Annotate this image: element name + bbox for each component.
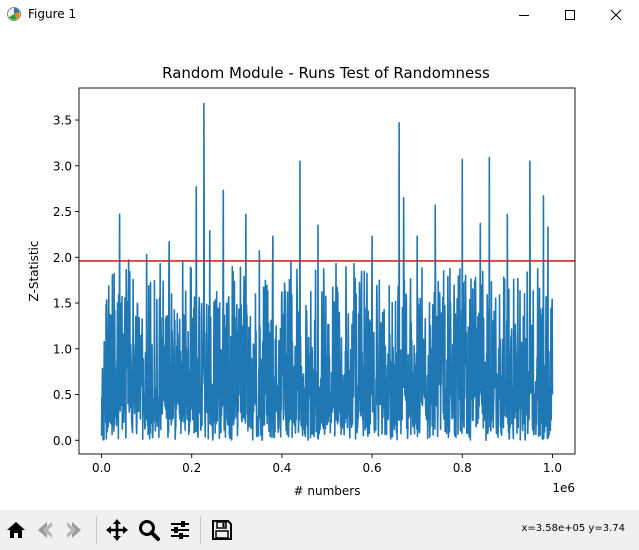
y-tick-label: 2.0 (53, 251, 72, 265)
y-tick-label: 1.5 (53, 297, 72, 311)
zoom-button[interactable] (136, 517, 162, 543)
chart-title: Random Module - Runs Test of Randomness (162, 64, 490, 82)
x-tick-label: 0.0 (92, 461, 111, 475)
x-tick-label: 0.2 (182, 461, 201, 475)
figure-app-icon (6, 6, 22, 22)
configure-subplots-button[interactable] (167, 517, 193, 543)
navigation-toolbar: x=3.58e+05 y=3.74 (0, 510, 639, 550)
figure-canvas[interactable]: Random Module - Runs Test of Randomness … (0, 30, 639, 510)
x-tick-label: 0.8 (453, 461, 472, 475)
maximize-icon (565, 10, 575, 20)
forward-icon (67, 522, 81, 538)
x-axis-ticks: 0.0 0.2 0.4 0.6 0.8 1.0 (92, 454, 562, 475)
save-button[interactable] (209, 517, 235, 543)
y-tick-label: 3.5 (53, 114, 72, 128)
cursor-coordinates: x=3.58e+05 y=3.74 (521, 523, 625, 534)
home-icon (7, 522, 25, 538)
x-tick-label: 0.6 (363, 461, 382, 475)
window-title: Figure 1 (28, 7, 77, 21)
y-tick-label: 1.0 (53, 342, 72, 356)
close-icon (610, 9, 622, 21)
y-axis-ticks: 0.0 0.5 1.0 1.5 2.0 2.5 3.0 3.5 (53, 114, 79, 448)
y-tick-label: 0.5 (53, 388, 72, 402)
pan-button[interactable] (104, 517, 130, 543)
maximize-button[interactable] (547, 0, 593, 30)
axes-frame (78, 87, 576, 455)
x-axis-label: # numbers (294, 484, 361, 498)
toolbar-separator (200, 516, 201, 544)
minimize-button[interactable] (501, 0, 547, 30)
save-icon (212, 520, 232, 540)
home-button[interactable] (3, 517, 29, 543)
toolbar-separator (96, 516, 97, 544)
window-title-bar[interactable]: Figure 1 (0, 0, 639, 30)
z-statistic-series-line (100, 102, 554, 442)
pan-icon (106, 519, 128, 541)
close-button[interactable] (593, 0, 639, 30)
y-tick-label: 3.0 (53, 159, 72, 173)
x-axis-offset-text: 1e6 (552, 481, 575, 495)
y-tick-label: 0.0 (53, 434, 72, 448)
back-icon (38, 522, 52, 538)
forward-button[interactable] (62, 517, 88, 543)
line-chart: Random Module - Runs Test of Randomness … (27, 64, 576, 498)
y-tick-label: 2.5 (53, 205, 72, 219)
y-axis-label: Z-Statistic (27, 241, 41, 302)
x-tick-label: 0.4 (272, 461, 291, 475)
x-tick-label: 1.0 (543, 461, 562, 475)
configure-subplots-icon (171, 521, 189, 539)
back-button[interactable] (31, 517, 57, 543)
series-layer (100, 102, 554, 442)
minimize-icon (519, 15, 529, 16)
zoom-icon (139, 520, 160, 541)
